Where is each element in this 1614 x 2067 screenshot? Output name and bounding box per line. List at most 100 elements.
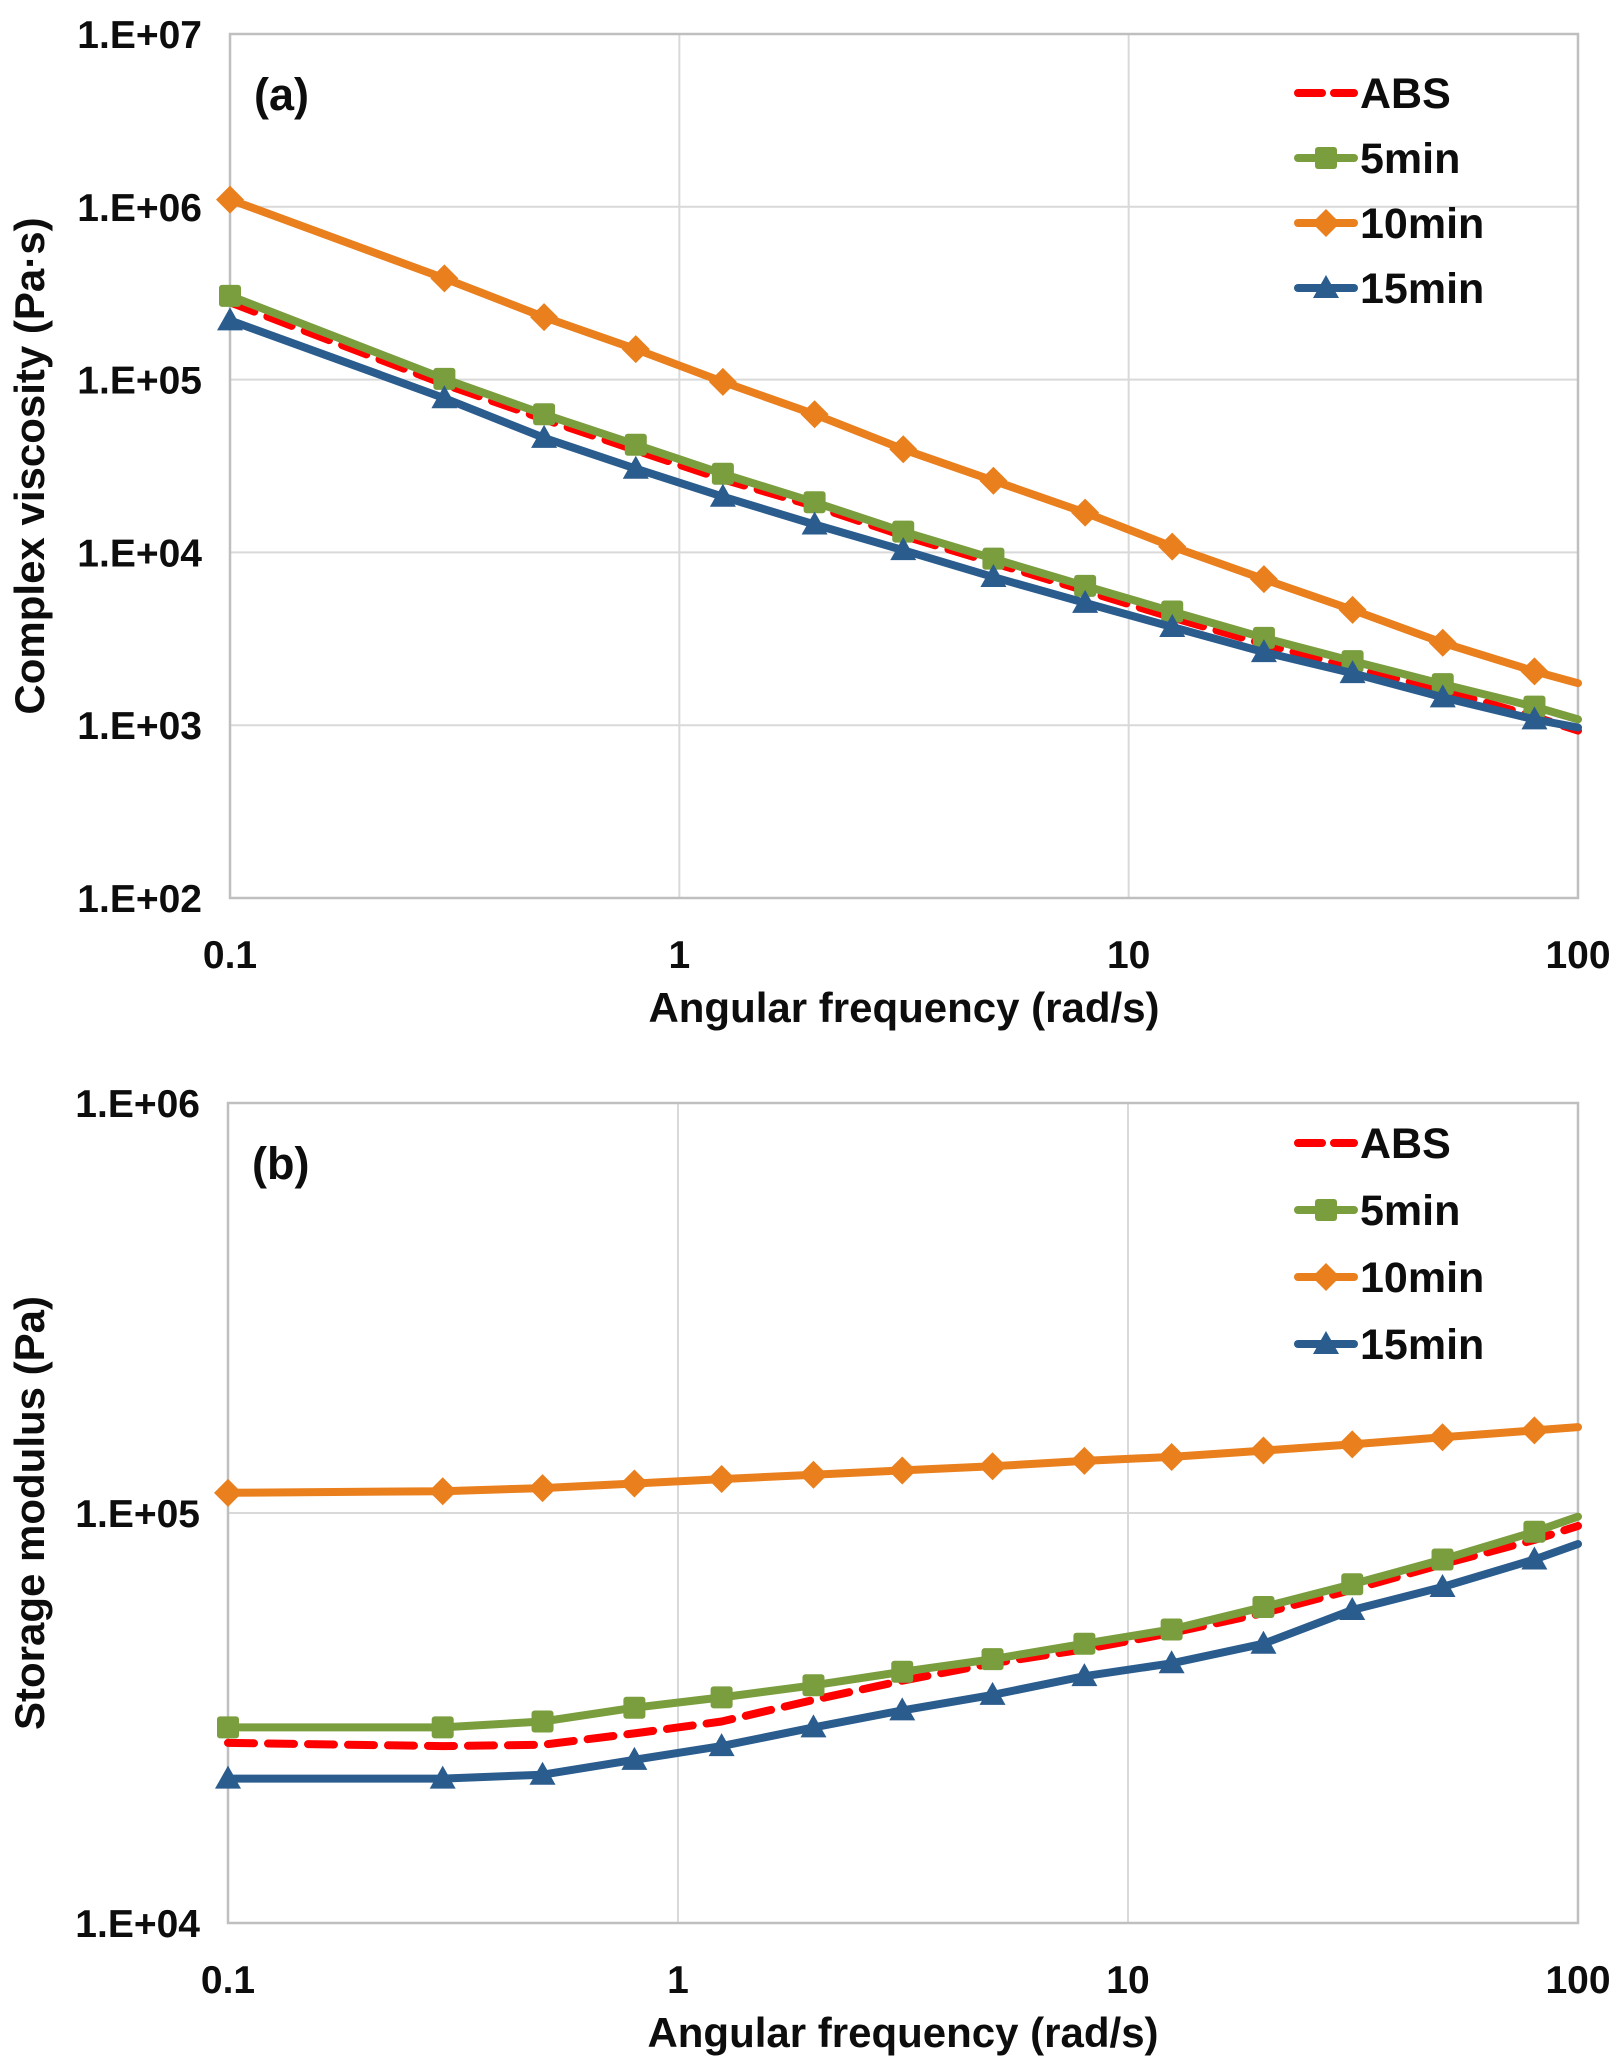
marker-5min bbox=[533, 403, 556, 426]
marker-15min bbox=[622, 455, 649, 479]
marker-5min bbox=[891, 1660, 914, 1683]
marker-10min bbox=[214, 1478, 242, 1507]
marker-15min bbox=[1158, 1650, 1185, 1674]
y-tick-label: 1.E+04 bbox=[77, 532, 202, 575]
marker-10min bbox=[799, 1460, 828, 1489]
legend-item: 10min bbox=[1294, 1254, 1484, 1302]
marker-5min bbox=[981, 1648, 1004, 1671]
chart-panel-a: (a) 1.E+07 1.E+06 1.E+05 1.E+04 1.E+03 1.E+020… bbox=[6, 14, 1611, 1031]
marker-5min bbox=[711, 462, 734, 485]
marker-15min bbox=[889, 1697, 916, 1721]
marker-10min bbox=[216, 185, 244, 214]
marker-10min bbox=[800, 400, 829, 429]
legend-label: 15min bbox=[1360, 1321, 1484, 1369]
legend-label: 5min bbox=[1360, 135, 1460, 183]
y-tick-label: 1.E+03 bbox=[77, 705, 202, 748]
y-axis-title: Complex viscosity (Pa·s) bbox=[6, 217, 53, 714]
marker-10min bbox=[1158, 532, 1187, 561]
legend-label: ABS bbox=[1360, 1120, 1451, 1168]
marker-10min bbox=[528, 1474, 557, 1503]
series-line-5min bbox=[224, 1512, 1582, 1732]
y-tick-label: 1.E+05 bbox=[77, 360, 202, 403]
y-tick-label: 1.E+04 bbox=[75, 1903, 200, 1946]
x-tick-label: 10 bbox=[1107, 934, 1150, 977]
legend-label: 10min bbox=[1360, 200, 1484, 248]
marker-15min bbox=[1250, 639, 1277, 663]
marker-5min bbox=[892, 520, 915, 543]
marker-10min bbox=[978, 1452, 1007, 1481]
marker-10min bbox=[1520, 1416, 1549, 1445]
marker-10min bbox=[1338, 1430, 1367, 1459]
marker-5min bbox=[1252, 1595, 1275, 1618]
marker-10min bbox=[1312, 1263, 1340, 1291]
marker-10min bbox=[428, 1477, 457, 1506]
x-tick-label: 0.1 bbox=[203, 934, 257, 977]
marker-15min bbox=[531, 424, 558, 448]
marker-15min bbox=[801, 511, 828, 535]
y-tick-label: 1.E+06 bbox=[77, 187, 202, 230]
legend-label: 15min bbox=[1360, 265, 1484, 313]
marker-15min bbox=[529, 1761, 556, 1785]
series-line-5min bbox=[226, 291, 1582, 724]
legend-label: ABS bbox=[1360, 70, 1451, 118]
marker-5min bbox=[1523, 1520, 1546, 1543]
marker-10min bbox=[979, 466, 1008, 495]
marker-15min bbox=[431, 385, 458, 409]
marker-10min bbox=[1249, 565, 1278, 594]
marker-15min bbox=[979, 1681, 1006, 1705]
marker-15min bbox=[1313, 1331, 1339, 1354]
marker-10min bbox=[1157, 1442, 1186, 1471]
marker-5min bbox=[1431, 1548, 1454, 1571]
marker-15min bbox=[980, 564, 1007, 588]
x-tick-label: 100 bbox=[1545, 934, 1610, 977]
marker-10min bbox=[707, 1465, 736, 1494]
marker-15min bbox=[708, 1733, 735, 1757]
marker-15min bbox=[1250, 1630, 1277, 1654]
x-tick-label: 100 bbox=[1545, 1959, 1610, 2002]
legend: ABS 5min 10min 15min bbox=[1294, 1120, 1484, 1369]
marker-10min bbox=[888, 1456, 917, 1485]
x-axis-title: Angular frequency (rad/s) bbox=[647, 2009, 1158, 2056]
marker-10min bbox=[1312, 209, 1340, 237]
marker-5min bbox=[982, 547, 1005, 570]
legend-item: 5min bbox=[1294, 135, 1460, 183]
legend-item: 5min bbox=[1294, 1187, 1460, 1235]
marker-15min bbox=[1072, 589, 1099, 613]
legend-item: 15min bbox=[1294, 265, 1484, 313]
marker-10min bbox=[889, 435, 918, 464]
marker-15min bbox=[217, 307, 243, 331]
legend-item: 15min bbox=[1294, 1321, 1484, 1369]
marker-15min bbox=[1339, 1596, 1366, 1620]
x-tick-label: 1 bbox=[667, 1959, 689, 2002]
marker-10min bbox=[1249, 1436, 1278, 1465]
marker-5min bbox=[710, 1686, 733, 1709]
x-axis-title: Angular frequency (rad/s) bbox=[648, 984, 1159, 1031]
marker-5min bbox=[219, 284, 241, 307]
marker-10min bbox=[1070, 1446, 1099, 1475]
marker-15min bbox=[621, 1746, 648, 1770]
marker-5min bbox=[1315, 1199, 1337, 1221]
y-tick-label: 1.E+06 bbox=[75, 1083, 200, 1126]
marker-5min bbox=[1252, 626, 1275, 649]
marker-15min bbox=[215, 1765, 241, 1789]
marker-5min bbox=[217, 1716, 239, 1739]
marker-15min bbox=[709, 483, 736, 507]
marker-5min bbox=[531, 1710, 554, 1733]
marker-5min bbox=[1341, 1573, 1364, 1596]
marker-15min bbox=[429, 1765, 456, 1789]
marker-10min bbox=[620, 1469, 649, 1498]
panel-label: (a) bbox=[254, 69, 309, 120]
marker-10min bbox=[430, 264, 459, 293]
marker-5min bbox=[1315, 147, 1337, 169]
plot-border bbox=[228, 32, 1580, 900]
marker-5min bbox=[431, 1716, 454, 1739]
marker-15min bbox=[1313, 275, 1339, 298]
marker-10min bbox=[530, 303, 559, 332]
legend-item: 10min bbox=[1294, 200, 1484, 248]
marker-5min bbox=[433, 367, 456, 390]
marker-5min bbox=[802, 1674, 825, 1697]
marker-10min bbox=[1428, 628, 1457, 657]
legend: ABS 5min 10min 15min bbox=[1294, 70, 1484, 313]
marker-15min bbox=[1339, 660, 1366, 684]
marker-10min bbox=[1071, 498, 1100, 527]
